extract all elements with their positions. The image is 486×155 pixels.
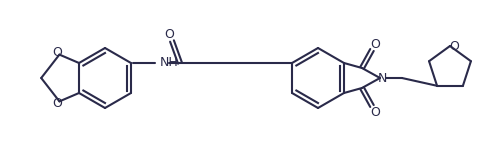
- Text: O: O: [370, 106, 380, 119]
- Text: NH: NH: [160, 57, 179, 69]
- Text: N: N: [377, 71, 387, 84]
- Text: O: O: [449, 40, 459, 53]
- Text: O: O: [370, 38, 380, 51]
- Text: O: O: [52, 97, 62, 110]
- Text: O: O: [52, 46, 62, 59]
- Text: O: O: [164, 29, 174, 42]
